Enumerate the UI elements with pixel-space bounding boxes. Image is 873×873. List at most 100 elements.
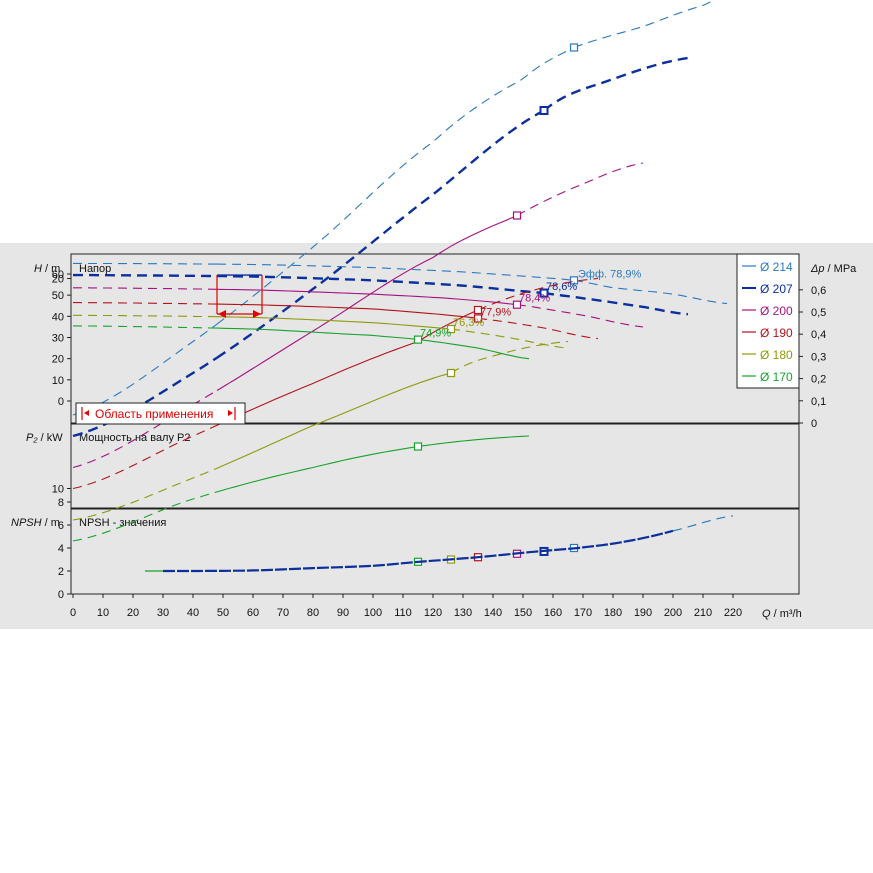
npsh-tick-label: 4	[58, 543, 64, 555]
npsh-panel-title: NPSH - значения	[79, 517, 166, 529]
x-tick-label: 100	[364, 607, 382, 619]
pressure-tick-label: 0,2	[811, 374, 826, 386]
d200-head-curve-high	[516, 304, 644, 328]
d207-power-curve-low	[72, 356, 218, 438]
head-tick-label: 20	[52, 354, 64, 366]
application-range-label: Область применения	[95, 407, 213, 421]
application-range	[216, 274, 263, 318]
d170-efficiency-label: 74,9%	[420, 328, 451, 340]
x-tick-label: 30	[157, 607, 169, 619]
d200-power-curve-high	[516, 162, 644, 216]
d180-head-curve-high	[450, 328, 569, 349]
x-tick-label: 140	[484, 607, 502, 619]
legend-label-d214: Ø 214	[760, 260, 793, 274]
legend-label-d170: Ø 170	[760, 370, 793, 384]
d190-power-curve-low	[72, 424, 218, 490]
d200-power-bep-marker	[512, 211, 522, 220]
d214-power-curve-low	[72, 323, 218, 416]
d214-head-curve-high	[573, 279, 728, 305]
power-tick-label: 20	[52, 274, 64, 286]
x-tick-label: 110	[394, 607, 412, 619]
head-axis-label: H / m	[34, 263, 60, 275]
x-tick-label: 60	[247, 607, 259, 619]
pressure-tick-label: 0,6	[811, 285, 826, 297]
d190-power-curve-high	[477, 277, 599, 311]
x-tick-label: 150	[514, 607, 532, 619]
d170-head-bep-marker	[413, 335, 423, 344]
d200-head-bep-marker	[512, 300, 522, 309]
flow-axis-label: Q / m³/h	[762, 608, 802, 620]
head-tick-label: 60	[52, 269, 64, 281]
d190-head-curve-low	[73, 302, 218, 305]
d207-power-curve-main	[216, 109, 545, 359]
d214-power-curve-high	[573, 0, 717, 49]
x-tick-label: 180	[604, 607, 622, 619]
d207-head-curve-high	[543, 291, 689, 316]
npsh-axis-label: NPSH / m	[11, 517, 60, 529]
x-tick-label: 80	[307, 607, 319, 619]
legend-label-d190: Ø 190	[760, 326, 793, 340]
legend-label-d207: Ø 207	[760, 282, 793, 296]
x-tick-label: 130	[454, 607, 472, 619]
x-tick-label: 200	[664, 607, 682, 619]
x-tick-label: 220	[724, 607, 742, 619]
head-tick-label: 30	[52, 333, 64, 345]
legend-label-d180: Ø 180	[760, 348, 793, 362]
x-tick-label: 160	[544, 607, 562, 619]
head-tick-label: 40	[52, 311, 64, 323]
power-axis-label: P₂ / kW	[26, 432, 63, 444]
d207-power-bep-marker	[539, 106, 549, 115]
d180-head-bep-marker	[446, 324, 456, 334]
d214-efficiency-label: Эфф. 78,9%	[578, 268, 642, 280]
d190-efficiency-label: 77,9%	[480, 306, 511, 318]
d190-head-curve-high	[477, 317, 599, 340]
tick-labels: 0 10 20 30 40 50 60 70 80 90 100 110 120 130 140 150 160…	[52, 269, 827, 619]
d200-power-curve-main	[216, 214, 518, 391]
d214-head-curve-low	[73, 262, 217, 265]
npsh-panel-bg	[71, 509, 799, 594]
d207-head-curve-main	[217, 274, 545, 295]
head-panel-bg	[71, 254, 799, 423]
x-tick-label: 120	[424, 607, 442, 619]
d180-power-curve-high	[450, 340, 569, 374]
legend-label-d200: Ø 200	[760, 304, 793, 318]
x-tick-label: 210	[694, 607, 712, 619]
npsh-panel-frame	[70, 508, 800, 595]
x-tick-label: 170	[574, 607, 592, 619]
npsh-tick-label: 0	[58, 589, 64, 601]
d214-power-bep-marker	[569, 43, 579, 52]
pressure-tick-label: 0,4	[811, 329, 826, 341]
npsh-tick-label: 2	[58, 566, 64, 578]
head-tick-label: 0	[58, 396, 64, 408]
d207-power-curve-high	[543, 56, 689, 112]
d170-head-curve-low	[73, 325, 218, 329]
x-tick-label: 20	[127, 607, 139, 619]
d180-head-curve-low	[73, 314, 218, 318]
pressure-tick-label: 0	[811, 418, 817, 430]
power-panel-frame	[70, 423, 800, 509]
power-panel-bg	[71, 424, 799, 508]
pressure-axis-label: Δp / MPa	[810, 263, 857, 275]
d200-efficiency-label: 78,4%	[519, 293, 550, 305]
d170-power-bep-marker	[413, 442, 423, 451]
d190-head-curve-main	[216, 303, 479, 319]
x-tick-label: 70	[277, 607, 289, 619]
d207-head-curve-low	[73, 273, 218, 278]
d180-power-curve-main	[216, 372, 452, 469]
d180-efficiency-label: 76,3%	[453, 317, 484, 329]
d214-head-bep-marker	[569, 276, 579, 285]
range-right-arrow	[253, 310, 261, 318]
d200-head-curve-low	[73, 287, 218, 290]
d180-head-curve-main	[216, 316, 452, 330]
d207-efficiency-label: 78,6%	[546, 281, 577, 293]
application-range-legend: Область применения	[75, 402, 246, 425]
npsh-tick-label: 8	[58, 497, 64, 509]
x-tick-label: 0	[70, 607, 76, 619]
pressure-tick-label: 0,3	[811, 351, 826, 363]
d170-power-curve-main	[216, 435, 530, 493]
pressure-tick-label: 0,1	[811, 396, 826, 408]
d180-power-curve-low	[72, 467, 218, 521]
npsh-tick-label: 6	[58, 520, 64, 532]
range-left-arrow	[218, 310, 226, 318]
